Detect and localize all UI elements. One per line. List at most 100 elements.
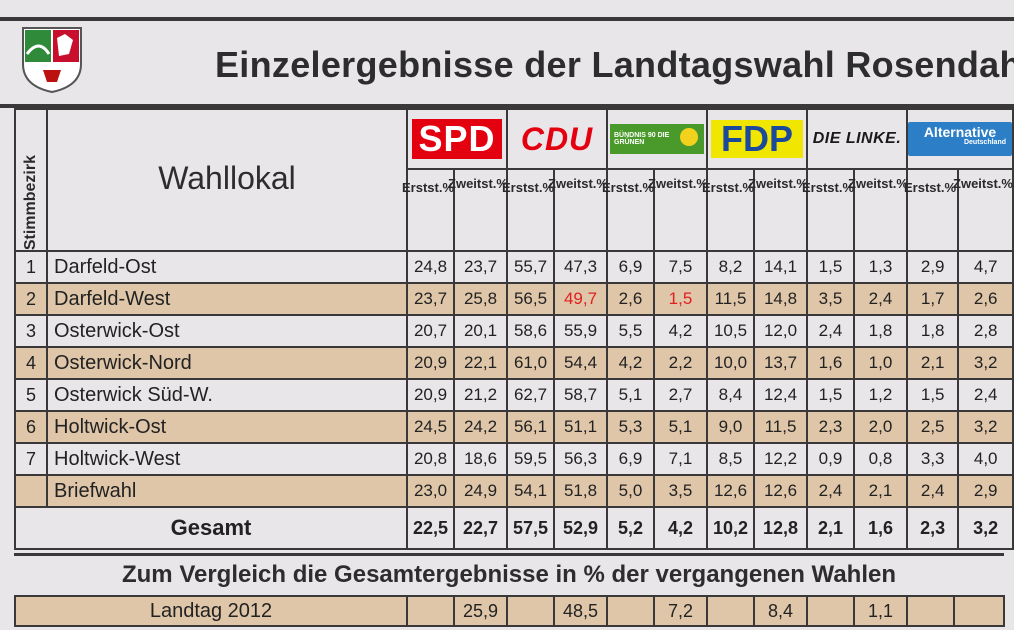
erst-label-cell: Erstst.% (801, 168, 855, 252)
result-cell: 14,8 (753, 282, 808, 316)
erst-label-cell: Erstst.% (501, 168, 555, 252)
result-cell: 4,7 (957, 250, 1014, 284)
result-cell: 5,1 (653, 410, 708, 444)
result-cell: 2,4 (806, 314, 855, 348)
result-cell: 12,2 (753, 442, 808, 476)
result-cell: 54,1 (506, 474, 555, 508)
gesamt-cell: 22,7 (453, 506, 508, 550)
result-cell: 1,7 (905, 282, 960, 316)
stimmbezirk-number: 6 (14, 410, 48, 444)
result-cell: 5,1 (606, 378, 655, 412)
zweit-label-cell: Zweitst.% (848, 168, 908, 252)
stimmbezirk-label: Stimmbezirk (22, 154, 39, 250)
table-row: 3 Osterwick-Ost 20,7 20,1 58,6 55,9 5,5 4,2 10,5… (14, 314, 1014, 348)
top-rule (0, 17, 1014, 21)
result-cell: 51,1 (553, 410, 608, 444)
erst-label-cell: Erstst.% (401, 168, 455, 252)
result-cell: 25,8 (453, 282, 508, 316)
result-cell: 2,1 (905, 346, 960, 380)
result-cell: 2,4 (806, 474, 855, 508)
zweit-label-cell: Zweitst.% (748, 168, 808, 252)
stimmbezirk-number: 2 (14, 282, 48, 316)
afd-logo-subtext: Deutschland (963, 139, 1006, 146)
zweit-label-cell: Zweitst.% (448, 168, 508, 252)
wahllokal-name: Osterwick-Ost (46, 314, 408, 348)
result-cell: 4,2 (653, 314, 708, 348)
table-row: 1 Darfeld-Ost 24,8 23,7 55,7 47,3 6,9 7,5 8,2 14,… (14, 250, 1014, 284)
result-cell: 2,9 (957, 474, 1014, 508)
afd-logo: Alternative Deutschland (908, 122, 1012, 156)
afd-logo-text: Alternative (923, 124, 997, 140)
comparison-cell: 48,5 (553, 595, 608, 627)
result-cell: 1,5 (905, 378, 960, 412)
result-cell: 2,1 (853, 474, 908, 508)
result-cell: 5,0 (606, 474, 655, 508)
result-cell: 55,7 (506, 250, 555, 284)
result-cell: 5,5 (606, 314, 655, 348)
result-cell: 20,1 (453, 314, 508, 348)
linke-logo: DIE LINKE. (812, 130, 902, 147)
result-cell: 3,2 (957, 346, 1014, 380)
result-cell: 20,9 (406, 378, 455, 412)
header-rule (0, 104, 1014, 108)
result-cell: 54,4 (553, 346, 608, 380)
result-cell: 2,3 (806, 410, 855, 444)
comparison-cell: 25,9 (453, 595, 508, 627)
result-cell: 47,3 (553, 250, 608, 284)
wahllokal-header: Wahllokal (46, 108, 408, 252)
result-cell: 56,1 (506, 410, 555, 444)
result-cell: 11,5 (753, 410, 808, 444)
fdp-logo: FDP (711, 120, 803, 158)
result-cell: 59,5 (506, 442, 555, 476)
result-cell: 2,5 (905, 410, 960, 444)
result-cell: 7,5 (653, 250, 708, 284)
sunflower-icon (680, 128, 698, 146)
result-cell: 8,5 (706, 442, 755, 476)
result-cell: 1,3 (853, 250, 908, 284)
zweit-label-cell: Zweitst.% (648, 168, 708, 252)
result-cell: 12,6 (706, 474, 755, 508)
gesamt-cell: 2,3 (905, 506, 960, 550)
result-cell: 58,7 (553, 378, 608, 412)
spd-logo-cell: SPD (406, 108, 508, 170)
afd-logo-cell: Alternative Deutschland (906, 108, 1014, 170)
comparison-row: Landtag 2012 25,9 48,5 7,2 8,4 1,1 (14, 595, 1005, 627)
result-cell: 20,7 (406, 314, 455, 348)
comparison-cell (406, 595, 455, 627)
wahllokal-name: Osterwick-Nord (46, 346, 408, 380)
result-cell: 12,6 (753, 474, 808, 508)
result-cell: 20,9 (406, 346, 455, 380)
gruene-logo-text: BÜNDNIS 90 DIE GRÜNEN (614, 132, 670, 146)
comparison-cell: 1,1 (853, 595, 908, 627)
result-cell: 56,3 (553, 442, 608, 476)
stimmbezirk-number: 4 (14, 346, 48, 380)
result-cell: 3,3 (905, 442, 960, 476)
gesamt-cell: 5,2 (606, 506, 655, 550)
zweit-label-cell: Zweitst.% (548, 168, 608, 252)
column-label-row: Erstst.% Zweitst.% Erstst.% Zweitst.% Er… (15, 168, 1014, 252)
gruene-logo: BÜNDNIS 90 DIE GRÜNEN (610, 124, 704, 154)
stimmbezirk-number (14, 474, 48, 508)
wahllokal-name: Holtwick-West (46, 442, 408, 476)
result-cell: 8,4 (706, 378, 755, 412)
cdu-logo: CDU (520, 121, 594, 157)
stimmbezirk-number: 5 (14, 378, 48, 412)
result-cell: 1,5 (806, 378, 855, 412)
result-cell: 6,9 (606, 250, 655, 284)
comparison-label: Landtag 2012 (14, 595, 408, 627)
result-cell: 3,5 (653, 474, 708, 508)
comparison-cell (906, 595, 955, 627)
page-title: Einzelergebnisse der Landtagswahl Rosend… (215, 44, 1014, 85)
result-cell: 4,0 (957, 442, 1014, 476)
result-cell: 1,2 (853, 378, 908, 412)
result-cell: 2,6 (957, 282, 1014, 316)
result-cell: 4,2 (606, 346, 655, 380)
gruene-logo-cell: BÜNDNIS 90 DIE GRÜNEN (606, 108, 708, 170)
table-row: 6 Holtwick-Ost 24,5 24,2 56,1 51,1 5,3 5,1 9,0 11… (14, 410, 1014, 444)
table-row: 7 Holtwick-West 20,8 18,6 59,5 56,3 6,9 7,1 8,5 1… (14, 442, 1014, 476)
result-cell: 5,3 (606, 410, 655, 444)
result-cell: 1,5 (653, 282, 708, 316)
result-cell: 23,0 (406, 474, 455, 508)
result-cell: 24,5 (406, 410, 455, 444)
erst-label-cell: Erstst.% (904, 168, 960, 252)
